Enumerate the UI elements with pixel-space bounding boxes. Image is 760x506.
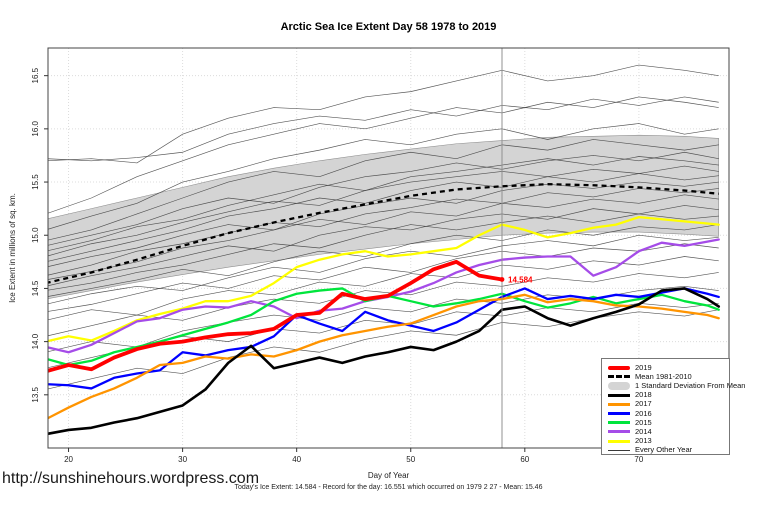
legend-item: 2017 (608, 400, 729, 409)
x-tick-label: 70 (634, 455, 643, 464)
watermark-url: http://sunshinehours.wordpress.com (2, 470, 260, 487)
x-tick-label: 60 (520, 455, 529, 464)
current-value-dot (499, 277, 505, 282)
legend-item: 2014 (608, 427, 729, 436)
legend-swatch-2013 (608, 439, 630, 443)
mean-line (48, 183, 719, 284)
legend-swatch-2017 (608, 402, 630, 406)
footer-caption: Today's Ice Extent: 14.584 - Record for … (234, 484, 543, 491)
legend-item: 2019 (608, 363, 729, 372)
other-year-line (48, 188, 719, 276)
other-year-line (48, 165, 719, 257)
x-tick-label: 30 (178, 455, 187, 464)
y-tick-label: 14.5 (31, 280, 40, 296)
legend-item: 2018 (608, 391, 729, 400)
page-title: Arctic Sea Ice Extent Day 58 1978 to 201… (280, 21, 497, 33)
y-tick-label: 16.5 (31, 67, 40, 83)
other-year-line (48, 156, 719, 251)
y-tick-label: 13.5 (31, 386, 40, 402)
x-tick-label: 50 (406, 455, 415, 464)
other-years-lines (48, 64, 719, 390)
other-year-line (48, 194, 719, 280)
legend-label: 2019 (635, 362, 652, 372)
x-axis-label: Day of Year (367, 471, 410, 480)
other-year-line (48, 243, 719, 312)
legend-label: Mean 1981-2010 (635, 371, 692, 381)
legend-swatch-2014 (608, 430, 630, 434)
plot-border (47, 47, 730, 449)
series-line-2016 (48, 287, 720, 390)
current-value-annotation: 14.584 (508, 275, 533, 284)
y-tick-label: 14.0 (31, 333, 40, 349)
y-tick-label: 16.0 (31, 121, 40, 137)
legend-swatch-2018 (608, 393, 630, 397)
other-year-line (48, 123, 719, 230)
other-year-line (48, 96, 719, 214)
other-year-line (48, 213, 719, 291)
other-year-line (48, 173, 719, 262)
legend-label: Every Other Year (635, 445, 693, 455)
legend-swatch-1-standard-deviation-from-mean (608, 381, 630, 390)
plot-area (48, 64, 721, 436)
other-year-line (48, 205, 719, 287)
x-axis: 20 30 40 50 60 70 (64, 448, 644, 464)
legend-item: Mean 1981-2010 (608, 372, 729, 381)
other-year-line (48, 224, 719, 297)
y-axis: 13.5 14.0 14.5 15.0 15.5 16.0 16.5 (31, 67, 48, 403)
legend-label: 1 Standard Deviation From Mean (635, 380, 746, 390)
std-dev-band (48, 134, 720, 299)
y-tick-label: 15.5 (31, 174, 40, 190)
legend-item: 1 Standard Deviation From Mean (608, 381, 745, 390)
legend-swatch-2015 (608, 421, 630, 425)
other-year-line (48, 256, 719, 321)
series-line-2019 (48, 259, 504, 373)
legend-label: 2017 (635, 399, 652, 409)
series-line-2017 (48, 293, 720, 420)
legend-label: 2018 (635, 390, 652, 400)
legend-swatch-every-other-year (608, 449, 630, 451)
legend-swatch-2016 (608, 412, 630, 416)
legend-label: 2013 (635, 436, 652, 446)
legend-swatch-2019 (608, 365, 630, 370)
series-line-2018 (48, 287, 721, 436)
other-year-line (48, 139, 719, 241)
series-line-2013 (48, 215, 720, 343)
legend-label: 2014 (635, 426, 652, 436)
legend-item: Every Other Year (608, 446, 729, 455)
legend-item: 2013 (608, 437, 729, 446)
legend-label: 2015 (635, 417, 652, 427)
x-tick-label: 20 (64, 455, 73, 464)
other-year-line (48, 64, 719, 164)
y-tick-label: 15.0 (31, 227, 40, 243)
legend: 2019 Mean 1981-2010 1 Standard Deviation F… (601, 358, 745, 455)
legend-item: 2016 (608, 409, 729, 418)
x-tick-label: 40 (292, 455, 301, 464)
legend-swatch-mean-1981-2010 (608, 375, 630, 379)
other-year-line (48, 151, 719, 246)
legend-label: 2016 (635, 408, 652, 418)
other-year-line (48, 181, 719, 267)
legend-item: 2015 (608, 418, 729, 427)
